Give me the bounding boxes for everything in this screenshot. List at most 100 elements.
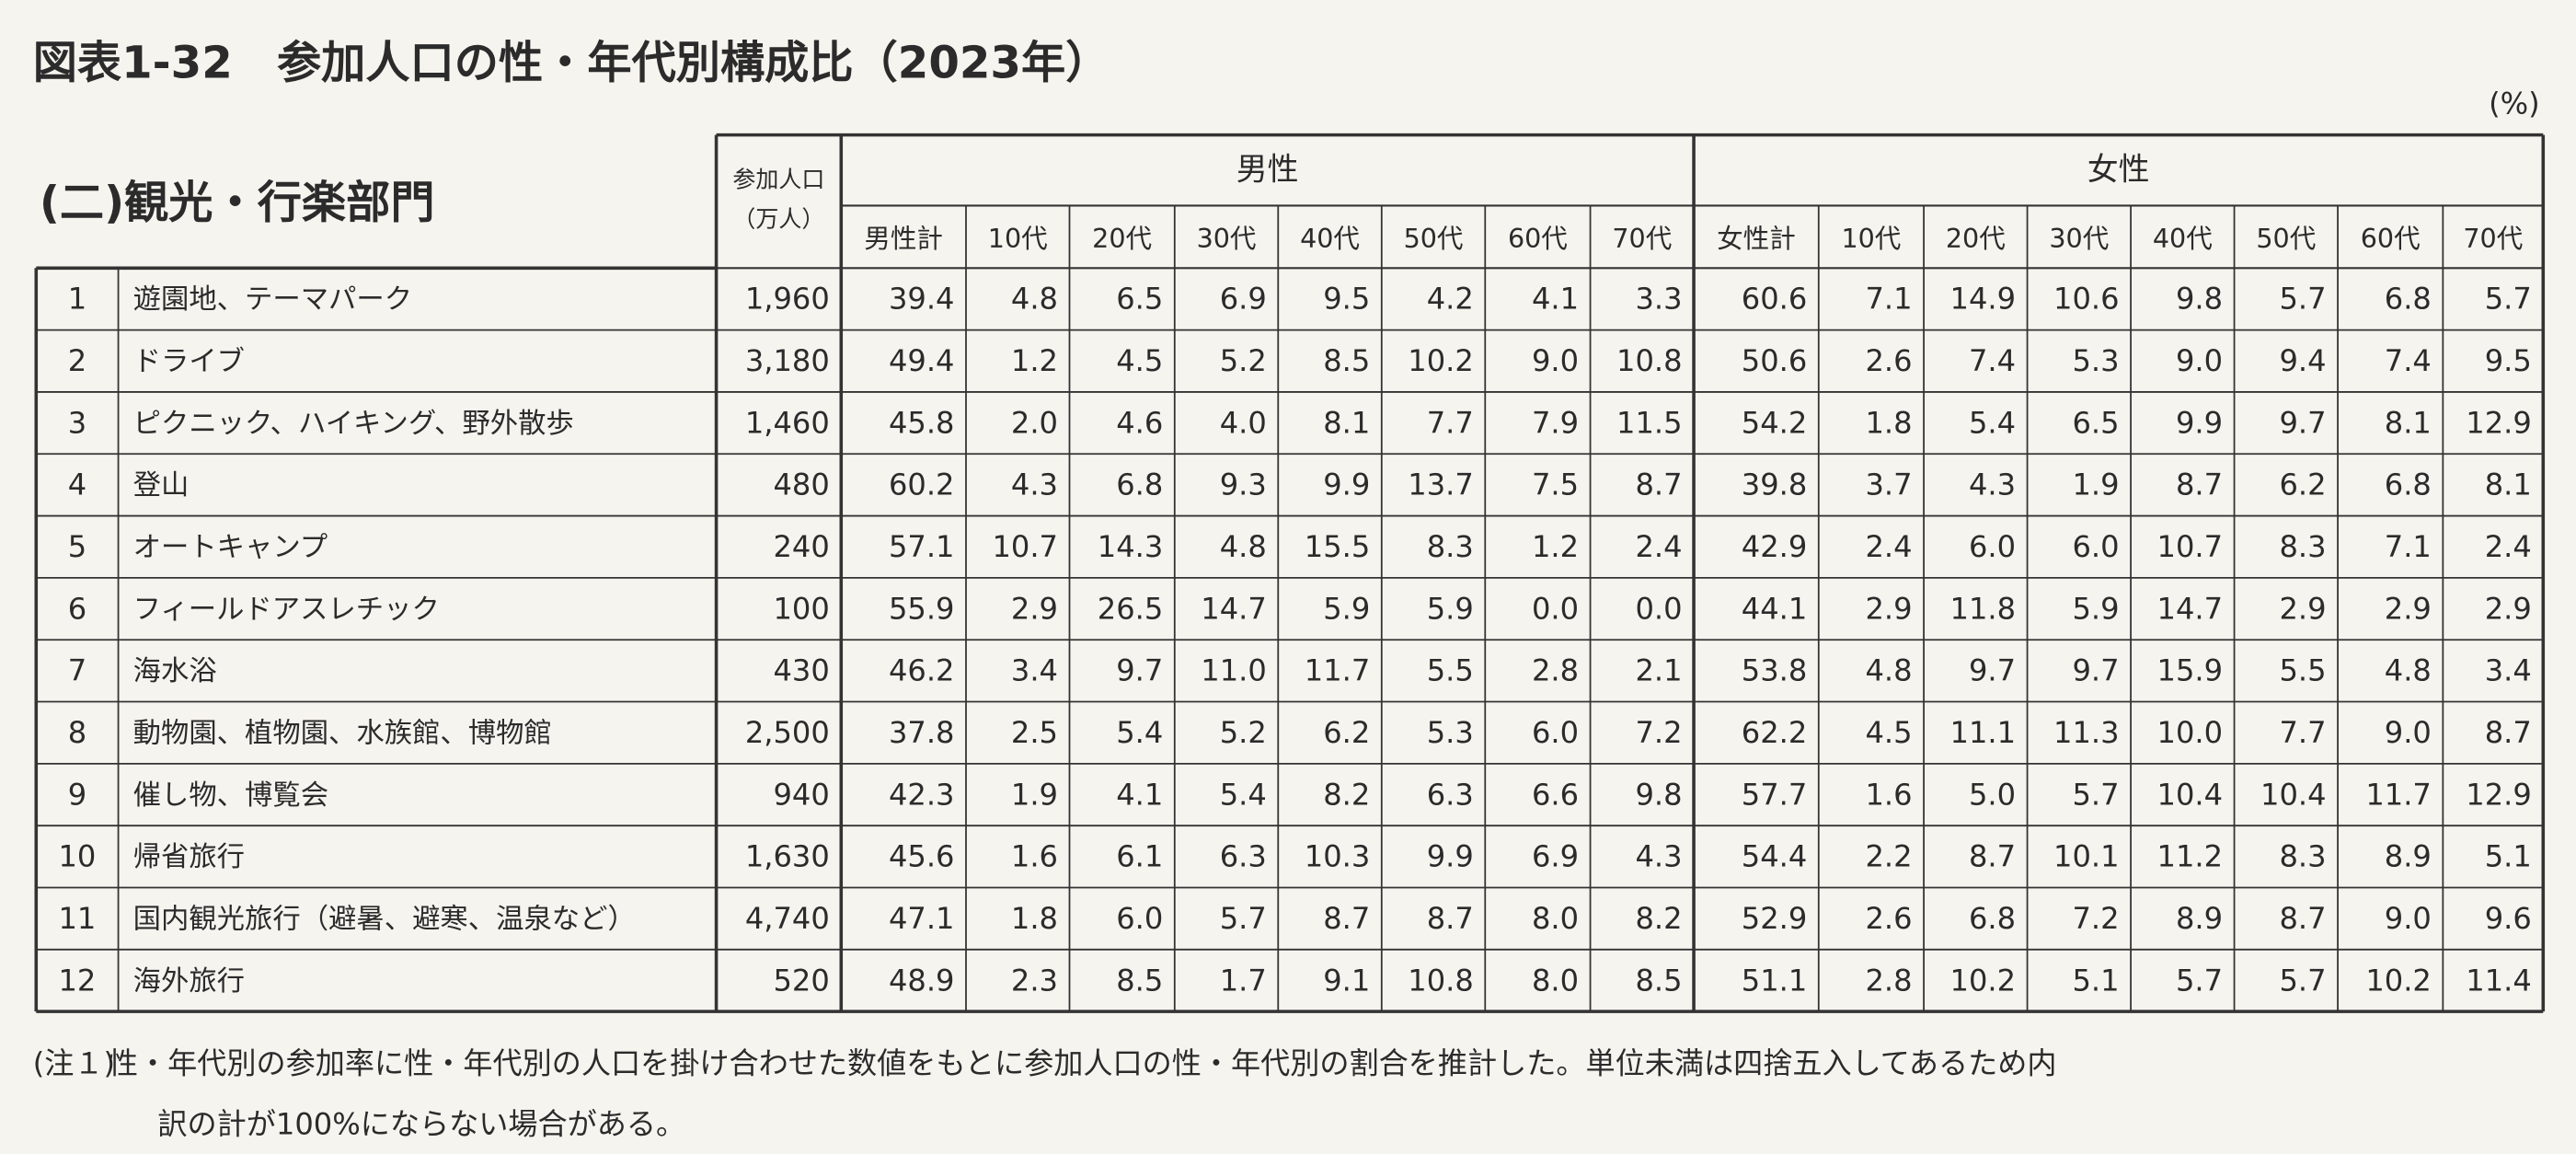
table-cell: 11.2 (2157, 839, 2224, 874)
table-cell: 7.2 (1635, 715, 1682, 750)
table-cell: 4.8 (1011, 282, 1058, 317)
header-cell: 参加人口 (732, 167, 824, 193)
table-cell: 1.6 (1011, 839, 1058, 874)
row-number: 6 (68, 591, 86, 626)
table-cell: 5.1 (2072, 963, 2119, 998)
table-cell: 8.0 (1532, 901, 1579, 936)
header-cell: 20代 (1092, 223, 1152, 254)
table-cell: 9.7 (1969, 653, 2016, 688)
table-cell: 5.7 (2176, 963, 2223, 998)
table-cell: 4.5 (1116, 343, 1163, 378)
row-number: 4 (68, 467, 86, 502)
table-cell: 4.8 (1865, 653, 1912, 688)
row-label: 催し物、博覧会 (133, 779, 328, 812)
table-cell: 39.4 (889, 282, 955, 317)
table-cell: 5.2 (1220, 343, 1267, 378)
table-cell: 9.8 (1635, 777, 1682, 812)
table-cell: 57.1 (889, 529, 955, 564)
table-cell: 8.7 (1969, 839, 2016, 874)
table-cell: 11.1 (1950, 715, 2017, 750)
table-cell: 5.4 (1969, 405, 2016, 440)
table-cell: 10.1 (2053, 839, 2120, 874)
table-cell: 14.7 (2157, 591, 2224, 626)
table-cell: 5.2 (1220, 715, 1267, 750)
row-number: 1 (68, 282, 86, 317)
table-cell: 54.2 (1742, 405, 1808, 440)
row-label: オートキャンプ (133, 532, 328, 564)
table-cell: 8.1 (1323, 405, 1370, 440)
table-cell: 8.5 (1116, 963, 1163, 998)
table-cell: 4.8 (2385, 653, 2432, 688)
table-cell: 5.7 (2279, 963, 2326, 998)
table-cell: 6.5 (2072, 405, 2119, 440)
row-label: フィールドアスレチック (133, 594, 440, 626)
table-cell: 60.2 (889, 467, 955, 502)
table-cell: 13.7 (1408, 467, 1474, 502)
table-cell: 53.8 (1742, 653, 1808, 688)
table-cell: 3,180 (745, 343, 830, 378)
row-number: 12 (58, 963, 96, 998)
table-cell: 3.4 (2485, 653, 2532, 688)
table-cell: 47.1 (889, 901, 955, 936)
table-cell: 940 (773, 777, 829, 812)
table-cell: 2.0 (1011, 405, 1058, 440)
row-label: 動物園、植物園、水族館、博物館 (133, 717, 552, 749)
table-cell: 8.2 (1323, 777, 1370, 812)
table-cell: 9.9 (1323, 467, 1370, 502)
table-cell: 8.1 (2485, 467, 2532, 502)
table-cell: 2.6 (1865, 901, 1912, 936)
table-cell: 8.3 (2279, 839, 2326, 874)
table-cell: 1,630 (745, 839, 830, 874)
table-cell: 9.3 (1220, 467, 1267, 502)
table-cell: 8.5 (1635, 963, 1682, 998)
table-cell: 1.9 (1011, 777, 1058, 812)
table-cell: 5.4 (1116, 715, 1163, 750)
row-number: 3 (68, 405, 86, 440)
table-cell: 60.6 (1742, 282, 1808, 317)
table-cell: 6.3 (1220, 839, 1267, 874)
table-cell: 26.5 (1098, 591, 1164, 626)
table-cell: 4.3 (1635, 839, 1682, 874)
row-number: 2 (68, 343, 86, 378)
note-text: 訳の計が100%にならない場合がある。 (157, 1106, 685, 1141)
table-cell: 9.4 (2279, 343, 2326, 378)
header-cell: 30代 (1197, 223, 1257, 254)
table-cell: 6.1 (1116, 839, 1163, 874)
table-cell: 240 (773, 529, 829, 564)
header-cell: 30代 (2049, 223, 2109, 254)
table-cell: 2.1 (1635, 653, 1682, 688)
table-cell: 3.7 (1865, 467, 1912, 502)
table-cell: 7.9 (1532, 405, 1579, 440)
table-cell: 42.3 (889, 777, 955, 812)
header-cell: 女性 (2087, 151, 2150, 187)
table-cell: 2.4 (2485, 529, 2532, 564)
row-number: 11 (58, 901, 96, 936)
table-cell: 14.9 (1950, 282, 2017, 317)
table-cell: 4.1 (1116, 777, 1163, 812)
header-cell: 50代 (1404, 223, 1464, 254)
table-cell: 45.6 (889, 839, 955, 874)
table-cell: 10.6 (2053, 282, 2120, 317)
table-cell: 9.0 (2176, 343, 2223, 378)
header-cell: 男性 (1236, 151, 1299, 187)
row-label: 帰省旅行 (133, 841, 245, 873)
table-cell: 9.7 (2072, 653, 2119, 688)
table-cell: 11.8 (1950, 591, 2017, 626)
table-cell: 2,500 (745, 715, 830, 750)
table-cell: 5.7 (1220, 901, 1267, 936)
table-cell: 6.8 (2385, 467, 2432, 502)
table-cell: 11.0 (1201, 653, 1267, 688)
table-cell: 5.7 (2485, 282, 2532, 317)
table-cell: 12.9 (2466, 405, 2532, 440)
table-cell: 2.3 (1011, 963, 1058, 998)
table-cell: 8.7 (2485, 715, 2532, 750)
table-cell: 1.7 (1220, 963, 1267, 998)
table-cell: 9.0 (2385, 715, 2432, 750)
table-cell: 57.7 (1742, 777, 1808, 812)
table-cell: 1,460 (745, 405, 830, 440)
table-cell: 49.4 (889, 343, 955, 378)
section: (二)観光・行楽部門 (40, 177, 435, 228)
row-label: ピクニック、ハイキング、野外散歩 (133, 408, 574, 440)
table-cell: 6.9 (1532, 839, 1579, 874)
